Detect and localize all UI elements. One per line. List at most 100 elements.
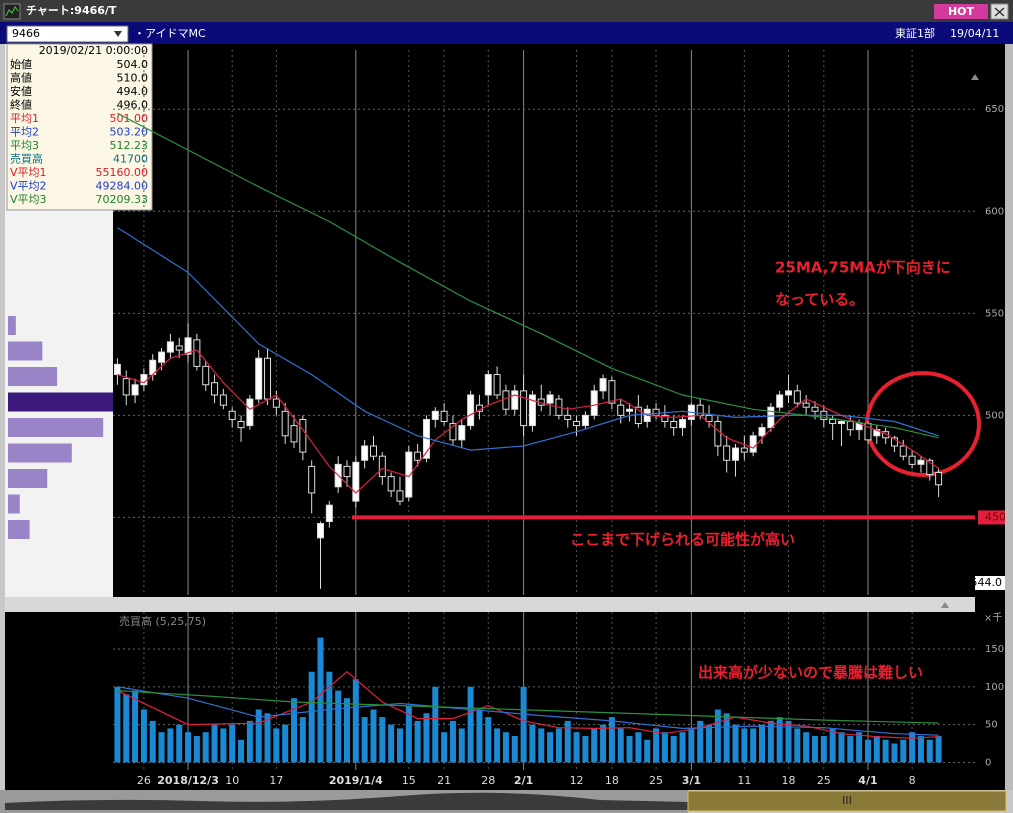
navigator-grip[interactable]: III [842, 794, 852, 807]
code-text[interactable]: 9466 [12, 27, 40, 40]
window-title: チャート:9466/T [26, 4, 117, 17]
x-tick-label: 12 [570, 774, 584, 787]
volume-bar [449, 720, 456, 763]
volume-bar [432, 686, 439, 763]
annotation: 25MA,75MAが下向きに [775, 259, 951, 277]
candle-body [361, 445, 369, 461]
volume-bar [811, 735, 818, 763]
volume-bar [202, 732, 209, 763]
candle-body [723, 445, 731, 461]
volume-bar [767, 720, 774, 763]
x-tick-label: 28 [481, 774, 495, 787]
candle-body [908, 455, 916, 465]
close-icon[interactable] [994, 7, 1005, 17]
candle-body [935, 472, 943, 486]
x-tick-label: 18 [605, 774, 619, 787]
price-volume-bar [8, 341, 43, 361]
info-value: 70209.33 [96, 193, 149, 206]
candle-body [131, 384, 139, 396]
candle-body [890, 437, 898, 447]
x-tick-label: 11 [737, 774, 751, 787]
volume-bar [538, 728, 545, 763]
candle-body [493, 374, 501, 396]
volume-bar [317, 637, 324, 763]
stock-name: ・アイドマMC [134, 27, 206, 40]
pane-arrow-top[interactable] [971, 74, 979, 80]
candle-body [802, 402, 810, 408]
volume-bar [326, 671, 333, 763]
cursor-label: 544.0 [971, 576, 1003, 589]
volume-bar [644, 739, 651, 763]
volume-bar [185, 732, 192, 763]
candle-body [405, 451, 413, 498]
y-tick-label: 650 [985, 104, 1004, 115]
volume-bar [343, 698, 350, 763]
candle-body [184, 337, 192, 355]
info-label: 平均2 [10, 126, 39, 139]
app-icon-glyph [5, 6, 19, 17]
info-label: 安値 [10, 84, 32, 98]
code-input[interactable] [6, 25, 129, 43]
volume-bar [617, 728, 624, 763]
volume-bar [573, 732, 580, 763]
info-label: 終値 [10, 98, 32, 112]
candle-body [793, 390, 801, 404]
info-value: 49284.00 [96, 180, 149, 193]
candle-body [740, 447, 748, 453]
volume-bar [564, 720, 571, 763]
candle-body [899, 445, 907, 457]
info-value: 494.0 [117, 85, 149, 98]
hot-label[interactable]: HOT [948, 5, 975, 18]
hot-button[interactable] [934, 4, 988, 19]
price-volume-bar [8, 469, 48, 488]
y-tick-label: 150 [985, 644, 1004, 655]
candle-body [308, 465, 316, 494]
chart-area [5, 44, 1005, 790]
price-volume-bar [8, 418, 104, 437]
volume-bar [582, 735, 589, 763]
candle-body [414, 451, 422, 461]
candle-body [255, 357, 263, 400]
candle-body [237, 420, 245, 429]
info-value: 510.0 [117, 72, 149, 85]
scrollbar[interactable] [1005, 44, 1013, 790]
annotation: ここまで下げられる可能性が高い [570, 531, 795, 549]
pane-arrow[interactable] [941, 602, 949, 608]
candle-body [626, 408, 634, 412]
info-label: 高値 [10, 71, 32, 85]
candle-body [573, 420, 581, 427]
navigator-wave [5, 792, 688, 810]
cursor-label-box [975, 576, 1005, 590]
info-value: 501.00 [110, 112, 149, 125]
candle-body [449, 423, 457, 441]
volume-bar [776, 717, 783, 763]
x-tick-label: 17 [269, 774, 283, 787]
market: 東証1部 [895, 26, 935, 40]
volume-bar [211, 724, 218, 763]
volume-bar [785, 720, 792, 763]
volume-label: 売買高 (5,25,75) [119, 614, 206, 628]
info-value: 504.0 [117, 58, 149, 71]
price-volume-bar [8, 316, 16, 335]
candle-body [732, 447, 740, 461]
x-tick-label: 4/1 [858, 774, 877, 787]
navigator-window[interactable] [687, 790, 1007, 812]
volume-bar [388, 724, 395, 763]
volume-bar [670, 735, 677, 763]
dropdown-arrow[interactable] [114, 31, 122, 37]
volume-bar [255, 709, 262, 763]
volume-bar [246, 720, 253, 763]
info-value: 55160.00 [96, 166, 149, 179]
candle-body [122, 378, 130, 396]
candle-body [679, 418, 687, 429]
info-value: 496.0 [117, 99, 149, 112]
volume-bar [741, 728, 748, 763]
candle-body [776, 394, 784, 408]
x-tick-label: 10 [225, 774, 239, 787]
candle-body [714, 420, 722, 447]
price-volume-bar [8, 494, 20, 514]
price-volume-bar [8, 443, 72, 463]
volume-bar [635, 732, 642, 763]
